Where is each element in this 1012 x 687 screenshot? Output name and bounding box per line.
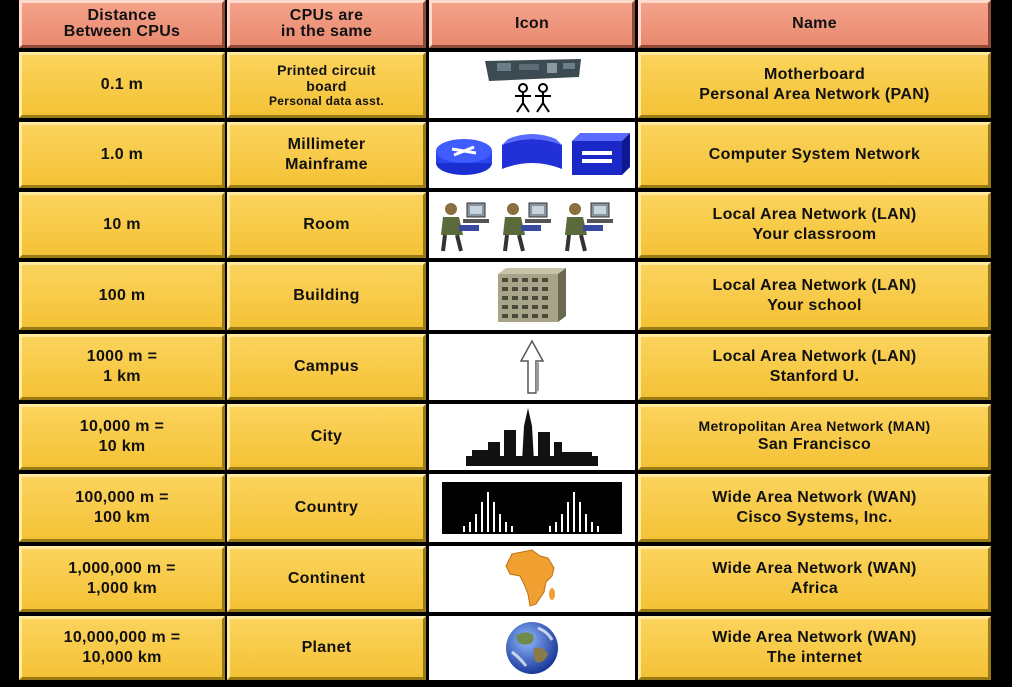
header-icon-label: Icon <box>514 15 550 32</box>
name-line: Metropolitan Area Network (MAN) <box>698 418 931 434</box>
africa-map-icon <box>505 549 555 607</box>
distance-text: 10,000 m = <box>79 418 165 435</box>
name-line: Your classroom <box>752 226 877 243</box>
place-line: Campus <box>294 358 359 375</box>
row-6-place: City <box>227 404 426 470</box>
cisco-logo-icon <box>442 482 622 534</box>
row-4-icon <box>429 262 635 330</box>
name-line: Cisco Systems, Inc. <box>736 509 893 526</box>
row-6-name: Metropolitan Area Network (MAN) San Fran… <box>638 404 991 470</box>
row-8-name: Wide Area Network (WAN) Africa <box>638 546 991 612</box>
header-icon: Icon <box>429 0 635 48</box>
arrow-up-icon <box>519 339 545 394</box>
header-cpus-line2: in the same <box>280 23 373 40</box>
name-line: The internet <box>766 649 863 666</box>
row-8-distance: 1,000,000 m = 1,000 km <box>19 546 225 612</box>
header-cpus-in: CPUs are in the same <box>227 0 426 48</box>
row-9-icon <box>429 616 635 680</box>
row-1-distance: 0.1 m <box>19 52 225 118</box>
distance-text: 10 m <box>103 216 141 233</box>
row-1-icon <box>429 52 635 118</box>
row-2-place: Millimeter Mainframe <box>227 122 426 188</box>
row-7-distance: 100,000 m = 100 km <box>19 474 225 542</box>
row-4-name: Local Area Network (LAN) Your school <box>638 262 991 330</box>
row-9-name: Wide Area Network (WAN) The internet <box>638 616 991 680</box>
place-line: board <box>306 78 347 94</box>
name-line: Africa <box>790 580 839 597</box>
header-distance: Distance Between CPUs <box>19 0 225 48</box>
place-line: Continent <box>287 570 366 587</box>
motherboard-and-people-icon <box>485 59 581 113</box>
name-line: San Francisco <box>757 436 872 453</box>
distance-text: 10,000 km <box>82 649 162 666</box>
city-skyline-icon <box>466 408 598 466</box>
distance-text: 100,000 m = <box>75 489 169 506</box>
name-line: Motherboard <box>763 66 866 83</box>
place-line: City <box>310 428 343 445</box>
place-line: Country <box>294 499 359 516</box>
row-4-place: Building <box>227 262 426 330</box>
row-2-name: Computer System Network <box>638 122 991 188</box>
row-3-icon <box>429 192 635 258</box>
row-5-icon <box>429 334 635 400</box>
distance-text: 10 km <box>98 438 146 455</box>
place-line: Building <box>293 287 360 304</box>
distance-text: 1 km <box>103 368 141 385</box>
row-9-distance: 10,000,000 m = 10,000 km <box>19 616 225 680</box>
distance-text: 100 km <box>93 509 151 526</box>
place-line: Room <box>303 216 350 233</box>
place-line: Personal data asst. <box>268 94 385 108</box>
name-line: Wide Area Network (WAN) <box>712 629 917 646</box>
workstations-icon <box>441 201 615 253</box>
name-line: Stanford U. <box>769 368 860 385</box>
name-line: Wide Area Network (WAN) <box>712 489 917 506</box>
name-line: Personal Area Network (PAN) <box>699 86 930 103</box>
header-cpus-line1: CPUs are <box>289 7 364 24</box>
row-7-icon <box>429 474 635 542</box>
name-line: Computer System Network <box>708 146 921 163</box>
row-8-place: Continent <box>227 546 426 612</box>
row-7-name: Wide Area Network (WAN) Cisco Systems, I… <box>638 474 991 542</box>
name-line: Local Area Network (LAN) <box>712 206 917 223</box>
row-4-distance: 100 m <box>19 262 225 330</box>
row-5-place: Campus <box>227 334 426 400</box>
place-line: Millimeter <box>287 136 366 153</box>
distance-text: 1,000 km <box>86 580 157 597</box>
distance-text: 10,000,000 m = <box>63 629 181 646</box>
place-line: Planet <box>301 639 352 656</box>
header-distance-line1: Distance <box>87 7 157 24</box>
header-distance-line2: Between CPUs <box>63 23 181 40</box>
row-6-icon <box>429 404 635 470</box>
row-1-place: Printed circuit board Personal data asst… <box>227 52 426 118</box>
row-6-distance: 10,000 m = 10 km <box>19 404 225 470</box>
name-line: Your school <box>767 297 862 314</box>
place-line: Printed circuit <box>277 62 376 78</box>
name-line: Wide Area Network (WAN) <box>712 560 917 577</box>
row-3-distance: 10 m <box>19 192 225 258</box>
building-icon <box>498 268 566 322</box>
row-3-place: Room <box>227 192 426 258</box>
name-line: Local Area Network (LAN) <box>712 348 917 365</box>
row-3-name: Local Area Network (LAN) Your classroom <box>638 192 991 258</box>
distance-text: 0.1 m <box>100 76 144 93</box>
distance-text: 1000 m = <box>86 348 158 365</box>
header-name-label: Name <box>792 15 837 32</box>
distance-text: 1.0 m <box>100 146 144 163</box>
earth-globe-icon <box>506 622 558 674</box>
distance-text: 100 m <box>98 287 146 304</box>
row-5-name: Local Area Network (LAN) Stanford U. <box>638 334 991 400</box>
row-9-place: Planet <box>227 616 426 680</box>
name-line: Local Area Network (LAN) <box>712 277 917 294</box>
row-2-icon <box>429 122 635 188</box>
header-name: Name <box>638 0 991 48</box>
row-1-name: Motherboard Personal Area Network (PAN) <box>638 52 991 118</box>
row-8-icon <box>429 546 635 612</box>
place-line: Mainframe <box>285 156 368 173</box>
distance-text: 1,000,000 m = <box>68 560 176 577</box>
row-2-distance: 1.0 m <box>19 122 225 188</box>
row-5-distance: 1000 m = 1 km <box>19 334 225 400</box>
router-switch-server-icon <box>436 133 630 175</box>
row-7-place: Country <box>227 474 426 542</box>
